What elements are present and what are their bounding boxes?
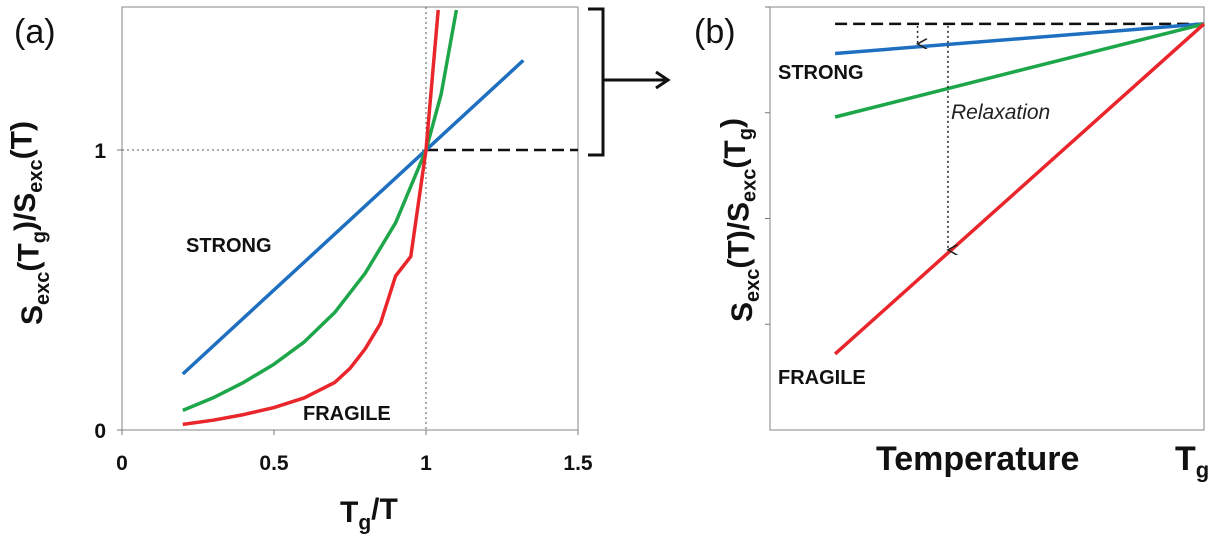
x-tick-label: 1.5 <box>563 452 593 475</box>
y-tick-label: 1 <box>94 140 106 163</box>
panel-b-curve-label-fragile: FRAGILE <box>778 367 866 389</box>
zoom-arrow-head-icon <box>655 70 671 90</box>
panel-b-curve-label-strong: STRONG <box>778 62 864 84</box>
panel-b-ticks <box>765 6 770 325</box>
panel-a-series-fragile <box>182 9 440 427</box>
panel-b-series <box>833 22 1206 356</box>
panel-a-series-intermediate <box>182 9 459 413</box>
panel-b-series-fragile <box>833 22 1206 356</box>
panel-b-series-intermediate <box>834 22 1205 119</box>
panel-b-x-axis-label: Temperature <box>876 440 1079 478</box>
x-tick-label: 0 <box>116 452 128 475</box>
panel-b-y-axis-label: Sexc(T)/Sexc(Tg) <box>716 118 765 322</box>
panel-a-reference-lines <box>122 7 578 430</box>
panel-a-series <box>181 9 525 427</box>
relaxation-arrows <box>918 25 948 250</box>
zoom-bracket <box>588 7 671 157</box>
panel-a-label: (a) <box>14 13 56 51</box>
panel-b-x-end-label: Tg <box>1175 440 1209 483</box>
x-tick-label: 0.5 <box>259 452 289 475</box>
panel-a-series-strong <box>181 59 525 376</box>
panel-a-frame <box>121 6 579 431</box>
curve-label-strong: STRONG <box>186 235 272 257</box>
panel-a: (a) 0 0.5 1 1.5 0 1 STRONG FRAGILE Tg/T Sexc(… <box>6 6 593 535</box>
x-tick-label: 1 <box>420 452 432 475</box>
panel-b-label: (b) <box>694 13 736 51</box>
panel-b: (b) STRONG FRAGILE Relaxation Temperatur… <box>694 6 1209 483</box>
relaxation-annotation: Relaxation <box>951 101 1050 124</box>
panel-a-y-axis-label: Sexc(Tg)/Sexc(T) <box>6 121 55 325</box>
y-tick-label: 0 <box>94 420 106 443</box>
panel-a-ticks: 0 0.5 1 1.5 0 1 <box>94 140 593 475</box>
panel-a-x-axis-label: Tg/T <box>340 493 398 535</box>
panel-b-series-strong <box>834 22 1205 56</box>
curve-label-fragile: FRAGILE <box>303 403 391 425</box>
